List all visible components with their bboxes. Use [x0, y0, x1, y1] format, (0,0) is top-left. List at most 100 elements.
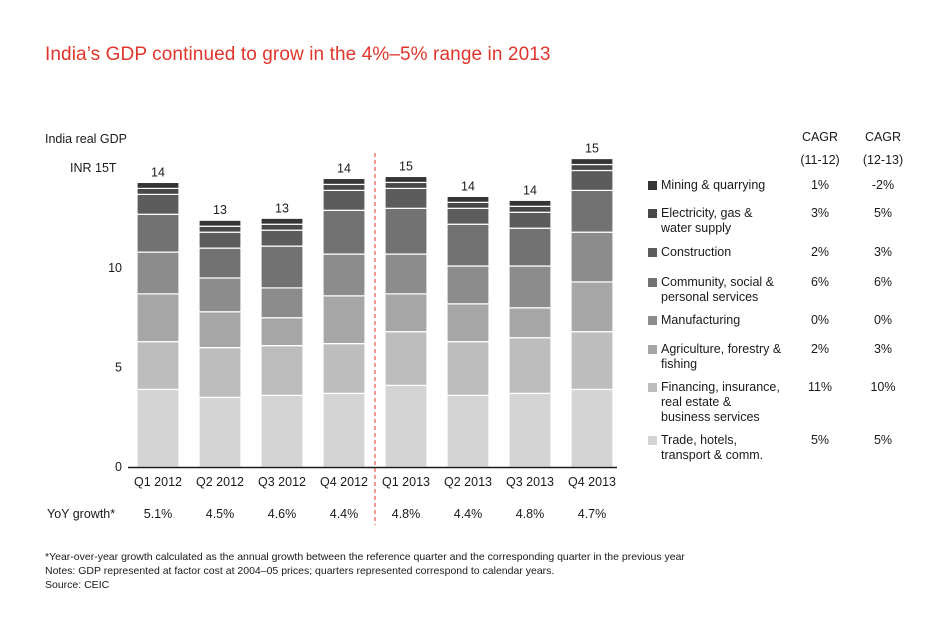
- yoy-growth-value: 4.4%: [454, 507, 483, 521]
- bar-segment: [136, 388, 180, 468]
- cagr-12-13-value: 3%: [873, 245, 893, 259]
- cagr-11-12-value: 1%: [810, 178, 830, 192]
- bar-segment: [136, 187, 180, 195]
- bar-segment: [446, 223, 490, 267]
- y-tick-label: 5: [115, 361, 122, 375]
- bar-total-label: 15: [399, 159, 413, 173]
- cagr-12-13-value: 3%: [873, 342, 893, 356]
- bar-segment: [260, 229, 304, 247]
- cagr-11-12-value: 11%: [807, 380, 833, 394]
- bar-total-label: 14: [151, 165, 165, 179]
- cagr-12-13-value: 5%: [873, 433, 893, 447]
- bar-segment: [570, 157, 614, 166]
- cagr-11-12-value: 3%: [810, 206, 830, 220]
- bar-total-label: 13: [213, 203, 227, 217]
- bar-segment: [384, 187, 428, 209]
- yoy-growth-value: 4.7%: [578, 507, 607, 521]
- bar-segment: [508, 205, 552, 213]
- x-tick-label: Q2 2013: [444, 475, 492, 489]
- cagr-header-12-13-line2: (12-13): [862, 153, 904, 167]
- bar-total-label: 13: [275, 201, 289, 215]
- x-tick-label: Q3 2013: [506, 475, 554, 489]
- unit-label: INR 15T: [70, 161, 117, 175]
- legend-swatch: [648, 316, 657, 325]
- cagr-header-11-12-line2: (11-12): [800, 153, 840, 167]
- cagr-12-13-value: 6%: [873, 275, 893, 289]
- bar-segment: [198, 396, 242, 468]
- footnote-source: Source: CEIC: [45, 579, 110, 591]
- bar-segment: [508, 227, 552, 267]
- bar-segment: [570, 163, 614, 172]
- bar-segment: [570, 281, 614, 333]
- legend-swatch: [648, 383, 657, 392]
- y-tick-label: 0: [115, 460, 122, 474]
- bar-segment: [136, 181, 180, 189]
- bar-segment: [198, 347, 242, 398]
- bar-segment: [198, 277, 242, 313]
- bar-segment: [136, 193, 180, 215]
- yoy-growth-value: 4.6%: [268, 507, 297, 521]
- bar-segment: [260, 287, 304, 319]
- bar-segment: [384, 181, 428, 189]
- cagr-11-12-value: 5%: [810, 433, 830, 447]
- yoy-growth-value: 5.1%: [144, 507, 173, 521]
- bar-segment: [322, 189, 366, 211]
- cagr-12-13-value: -2%: [871, 178, 895, 192]
- bar-segment: [446, 195, 490, 203]
- yoy-growth-value: 4.8%: [516, 507, 545, 521]
- bar-segment: [198, 219, 242, 227]
- bar-total-label: 15: [585, 142, 599, 156]
- bar-segment: [260, 245, 304, 289]
- yoy-growth-value: 4.8%: [392, 507, 421, 521]
- bar-segment: [508, 211, 552, 229]
- legend-label: Community, social & personal services: [661, 275, 774, 304]
- cagr-11-12-value: 6%: [810, 275, 830, 289]
- bar-segment: [570, 189, 614, 233]
- bar-segment: [322, 183, 366, 191]
- y-tick-label: 10: [108, 261, 122, 275]
- x-tick-label: Q4 2012: [320, 475, 368, 489]
- bar-segment: [136, 341, 180, 390]
- bar-segment: [198, 247, 242, 279]
- x-tick-label: Q2 2012: [196, 475, 244, 489]
- cagr-header-11-12-line1: CAGR: [801, 130, 839, 144]
- cagr-11-12-value: 0%: [810, 313, 830, 327]
- cagr-12-13-value: 0%: [873, 313, 893, 327]
- bar-segment: [136, 251, 180, 295]
- bar-segment: [260, 317, 304, 347]
- bar-segment: [508, 265, 552, 309]
- bar-segment: [446, 201, 490, 209]
- bar-segment: [446, 341, 490, 396]
- bar-segment: [570, 231, 614, 283]
- bar-total-label: 14: [461, 179, 475, 193]
- bar-segment: [322, 209, 366, 255]
- bar-segment: [260, 223, 304, 231]
- bar-segment: [384, 293, 428, 333]
- x-tick-label: Q3 2012: [258, 475, 306, 489]
- legend-label: Mining & quarrying: [661, 178, 766, 192]
- legend-swatch: [648, 345, 657, 354]
- bar-segment: [198, 311, 242, 349]
- cagr-12-13-value: 5%: [873, 206, 893, 220]
- yoy-growth-value: 4.5%: [206, 507, 235, 521]
- legend-swatch: [648, 436, 657, 445]
- bar-segment: [136, 213, 180, 253]
- bar-total-label: 14: [523, 183, 537, 197]
- chart-title: India’s GDP continued to grow in the 4%–…: [45, 44, 551, 65]
- bar-segment: [322, 177, 366, 186]
- bar-segment: [198, 225, 242, 233]
- legend-swatch: [648, 248, 657, 257]
- legend-label: Construction: [661, 245, 732, 259]
- cagr-header-12-13-line1: CAGR: [864, 130, 902, 144]
- bar-total-label: 14: [337, 161, 351, 175]
- bar-segment: [384, 175, 428, 184]
- cagr-12-13-value: 10%: [870, 380, 896, 394]
- legend-swatch: [648, 181, 657, 190]
- legend-label: Agriculture, forestry & fishing: [661, 342, 782, 371]
- bar-segment: [260, 394, 304, 468]
- bar-segment: [508, 307, 552, 339]
- bar-segment: [446, 207, 490, 225]
- bar-segment: [260, 217, 304, 225]
- bar-segment: [322, 295, 366, 345]
